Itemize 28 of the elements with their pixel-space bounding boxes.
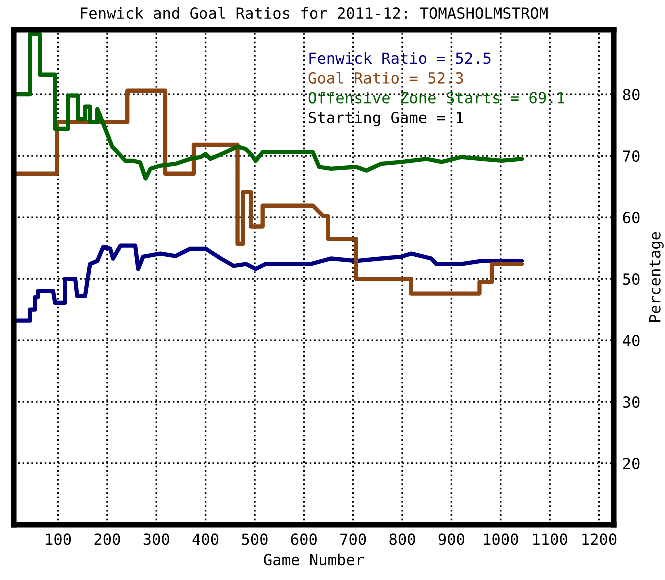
x-tick-label: 900	[438, 534, 465, 546]
y-tick-label: 40	[623, 335, 640, 347]
text: Offensive Zone Starts = 69.1	[308, 92, 565, 104]
y-axis-title: Percentage	[650, 232, 664, 322]
x-tick-label: 300	[144, 534, 170, 546]
x-tick-label: 700	[340, 534, 366, 546]
x-tick-label: 200	[94, 534, 120, 546]
y-tick-label: 80	[623, 89, 640, 101]
text: Goal Ratio = 52.3	[308, 72, 464, 84]
y-tick-label: 20	[623, 458, 640, 470]
y-tick-label: 30	[623, 396, 640, 408]
line-series	[14, 88, 524, 296]
line-series	[14, 32, 524, 181]
text: Fenwick Ratio = 52.5	[310, 52, 491, 64]
x-tick-label: 400	[192, 534, 219, 546]
annotation: Starting Game = 1	[309, 112, 464, 127]
x-tick-label: 1100	[534, 534, 568, 546]
x-tick-label: 1000	[484, 534, 518, 546]
x-tick-label: 100	[46, 534, 72, 546]
y-tick-label: 60	[623, 212, 640, 224]
x-tick-label: 600	[291, 534, 317, 546]
x-tick-label: 800	[390, 534, 416, 546]
x-tick-label: 500	[242, 534, 268, 546]
chart-title: Fenwick and Goal Ratios for 2011-12: TOMASHOLMSTROM	[81, 7, 548, 20]
y-tick-label: 70	[623, 150, 640, 162]
x-tick-label: 1200	[582, 534, 617, 546]
y-tick-label: 50	[623, 274, 640, 286]
x-axis-title: Game Number	[264, 554, 364, 566]
